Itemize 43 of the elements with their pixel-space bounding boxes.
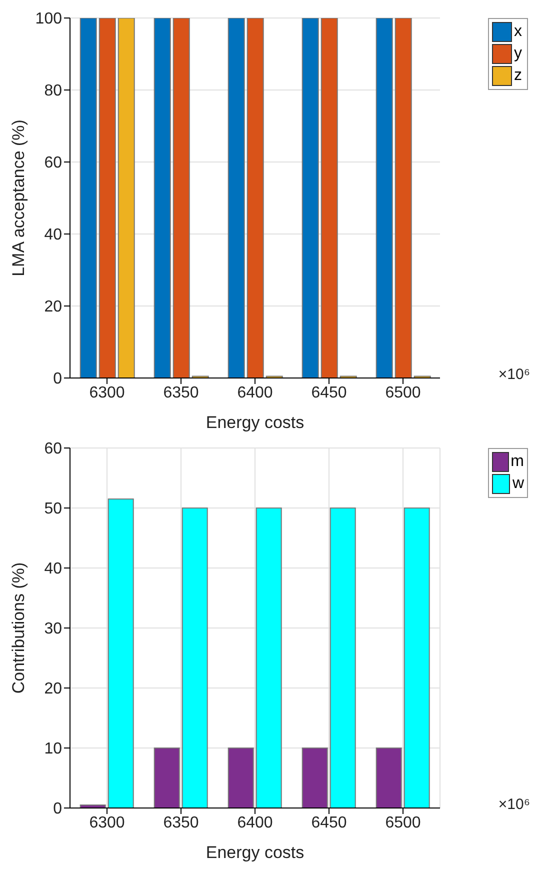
x-axis-title: Energy costs (206, 843, 304, 862)
y-tick-label: 10 (44, 740, 62, 758)
x-tick-label: 6500 (385, 384, 421, 402)
bar (256, 508, 282, 808)
legend-label: x (514, 23, 522, 41)
y-tick-label: 30 (44, 620, 62, 638)
x-tick-label: 6350 (163, 814, 199, 832)
x-tick-label: 6300 (89, 814, 125, 832)
bar (376, 748, 402, 808)
x-tick-label: 6400 (237, 384, 273, 402)
x-tick-label: 6450 (311, 384, 347, 402)
legend-label: m (510, 453, 524, 471)
text: ×10⁶ (498, 366, 530, 383)
x-tick-label: 6500 (385, 814, 421, 832)
y-tick-label: 0 (53, 800, 62, 818)
bar (404, 508, 430, 808)
legend-label: w (512, 475, 524, 493)
legend-label: y (514, 45, 522, 63)
bar (302, 748, 328, 808)
bar (108, 498, 134, 808)
y-tick-label: 40 (44, 560, 62, 578)
y-tick-label: 40 (44, 226, 62, 244)
x-axis-title: Energy costs (206, 413, 304, 432)
bar (182, 508, 208, 808)
legend-label: z (514, 67, 522, 85)
y-axis-title: LMA acceptance (%) (9, 120, 28, 276)
y-tick-label: 80 (44, 82, 62, 100)
y-axis-title: Contributions (%) (9, 562, 28, 694)
y-tick-label: 100 (35, 10, 62, 28)
y-tick-label: 20 (44, 680, 62, 698)
y-tick-label: 0 (53, 370, 62, 388)
bar (330, 508, 356, 808)
bar (228, 748, 254, 808)
text: ×10⁶ (498, 796, 530, 813)
y-tick-label: 50 (44, 500, 62, 518)
x-tick-label: 6350 (163, 384, 199, 402)
x-tick-label: 6300 (89, 384, 125, 402)
bar (154, 748, 180, 808)
y-tick-label: 60 (44, 154, 62, 172)
x-tick-label: 6400 (237, 814, 273, 832)
y-tick-label: 20 (44, 298, 62, 316)
y-tick-label: 60 (44, 440, 62, 458)
x-tick-label: 6450 (311, 814, 347, 832)
